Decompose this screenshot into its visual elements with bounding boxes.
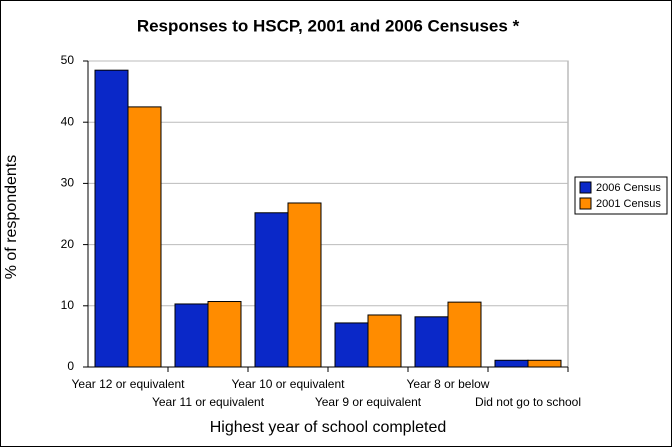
bar xyxy=(527,359,562,368)
x-tick-label: Year 12 or equivalent xyxy=(72,377,186,391)
bar xyxy=(287,202,322,368)
legend-label: 2001 Census xyxy=(596,198,661,210)
chart-title: Responses to HSCP, 2001 and 2006 Censuse… xyxy=(137,16,520,35)
bar xyxy=(127,106,162,368)
legend-swatch xyxy=(579,197,592,210)
bar xyxy=(414,316,449,368)
legend-swatch xyxy=(579,181,592,194)
y-tick-label: 40 xyxy=(61,114,75,128)
y-tick-label: 0 xyxy=(67,359,74,373)
x-tick-label: Did not go to school xyxy=(475,395,581,409)
bar xyxy=(94,69,129,368)
bar xyxy=(367,314,402,368)
x-tick-label: Year 9 or equivalent xyxy=(315,395,422,409)
y-tick-label: 50 xyxy=(61,53,75,67)
legend-label: 2006 Census xyxy=(596,182,661,194)
y-axis-title: % of respondents xyxy=(3,155,20,280)
y-tick-label: 20 xyxy=(61,237,75,251)
bar xyxy=(174,303,209,368)
bar xyxy=(207,301,242,368)
y-tick-label: 30 xyxy=(61,176,75,190)
bar xyxy=(334,322,369,368)
x-tick-label: Year 8 or below xyxy=(407,377,490,391)
bar xyxy=(447,301,482,368)
bar xyxy=(254,212,289,368)
x-axis-title: Highest year of school completed xyxy=(210,419,447,436)
x-tick-label: Year 11 or equivalent xyxy=(152,395,265,409)
plot-area xyxy=(87,60,569,368)
bar xyxy=(494,359,529,368)
x-tick-label: Year 10 or equivalent xyxy=(232,377,346,391)
y-tick-label: 10 xyxy=(61,298,75,312)
